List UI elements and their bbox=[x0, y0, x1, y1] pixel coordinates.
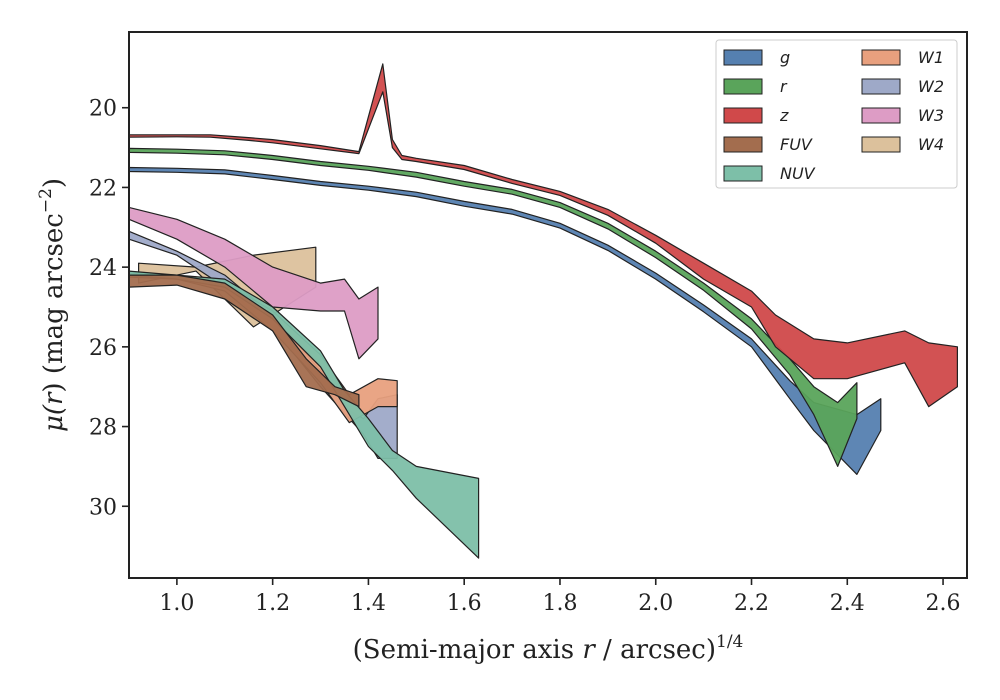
legend-label-g: g bbox=[780, 48, 790, 67]
plot-frame bbox=[128, 31, 968, 579]
legend-swatch-r bbox=[723, 78, 763, 95]
x-tick-label: 1.2 bbox=[255, 591, 290, 616]
legend-swatch-w1 bbox=[861, 49, 901, 66]
legend-swatch-z bbox=[723, 107, 763, 124]
legend: grz FUV NUV W1 W2 W3 W4 bbox=[715, 39, 958, 189]
legend-label-fuv: FUV bbox=[780, 135, 813, 154]
series-band-fuv bbox=[128, 274, 360, 408]
legend-swatch-w3 bbox=[861, 107, 901, 124]
x-axis: 1.0 1.2 1.4 1.6 1.8 2.0 2.2 2.4 2.6 bbox=[159, 578, 961, 616]
x-axis-label: (Semi-major axis r / arcsec)1/4 bbox=[353, 632, 744, 665]
x-tick-label: 1.6 bbox=[447, 591, 482, 616]
legend-swatch-w4 bbox=[861, 136, 901, 153]
legend-label-z: z bbox=[779, 106, 789, 125]
legend-swatch-w2 bbox=[861, 78, 901, 95]
x-tick-label: 1.4 bbox=[351, 591, 386, 616]
legend-swatch-nuv bbox=[723, 165, 763, 182]
legend-label-w3: W3 bbox=[918, 106, 944, 125]
x-tick-label: 1.8 bbox=[542, 591, 577, 616]
y-tick-label: 20 bbox=[89, 97, 117, 122]
y-axis: 20 22 24 26 28 30 bbox=[89, 97, 129, 520]
legend-swatch-g bbox=[723, 49, 763, 66]
y-tick-label: 26 bbox=[89, 336, 117, 361]
legend-label-nuv: NUV bbox=[780, 164, 816, 183]
series-band-w3 bbox=[128, 206, 379, 360]
x-tick-label: 2.0 bbox=[638, 591, 673, 616]
y-tick-label: 22 bbox=[89, 176, 117, 201]
series-layer bbox=[128, 63, 959, 559]
legend-swatch-fuv bbox=[723, 136, 763, 153]
series-band-z bbox=[128, 63, 959, 408]
x-tick-label: 2.2 bbox=[734, 591, 769, 616]
y-tick-label: 28 bbox=[89, 416, 117, 441]
x-tick-label: 1.0 bbox=[159, 591, 194, 616]
legend-label-w1: W1 bbox=[918, 48, 944, 67]
y-tick-label: 24 bbox=[89, 256, 117, 281]
x-tick-label: 2.4 bbox=[830, 591, 865, 616]
legend-label-w2: W2 bbox=[918, 77, 944, 96]
series-band-g bbox=[128, 166, 882, 475]
x-tick-label: 2.6 bbox=[926, 591, 961, 616]
y-axis-label: μ(r) (mag arcsec−2) bbox=[36, 178, 69, 432]
legend-label-r: r bbox=[780, 77, 788, 96]
series-band-r bbox=[128, 147, 858, 467]
y-tick-label: 30 bbox=[89, 495, 117, 520]
legend-label-w4: W4 bbox=[918, 135, 944, 154]
